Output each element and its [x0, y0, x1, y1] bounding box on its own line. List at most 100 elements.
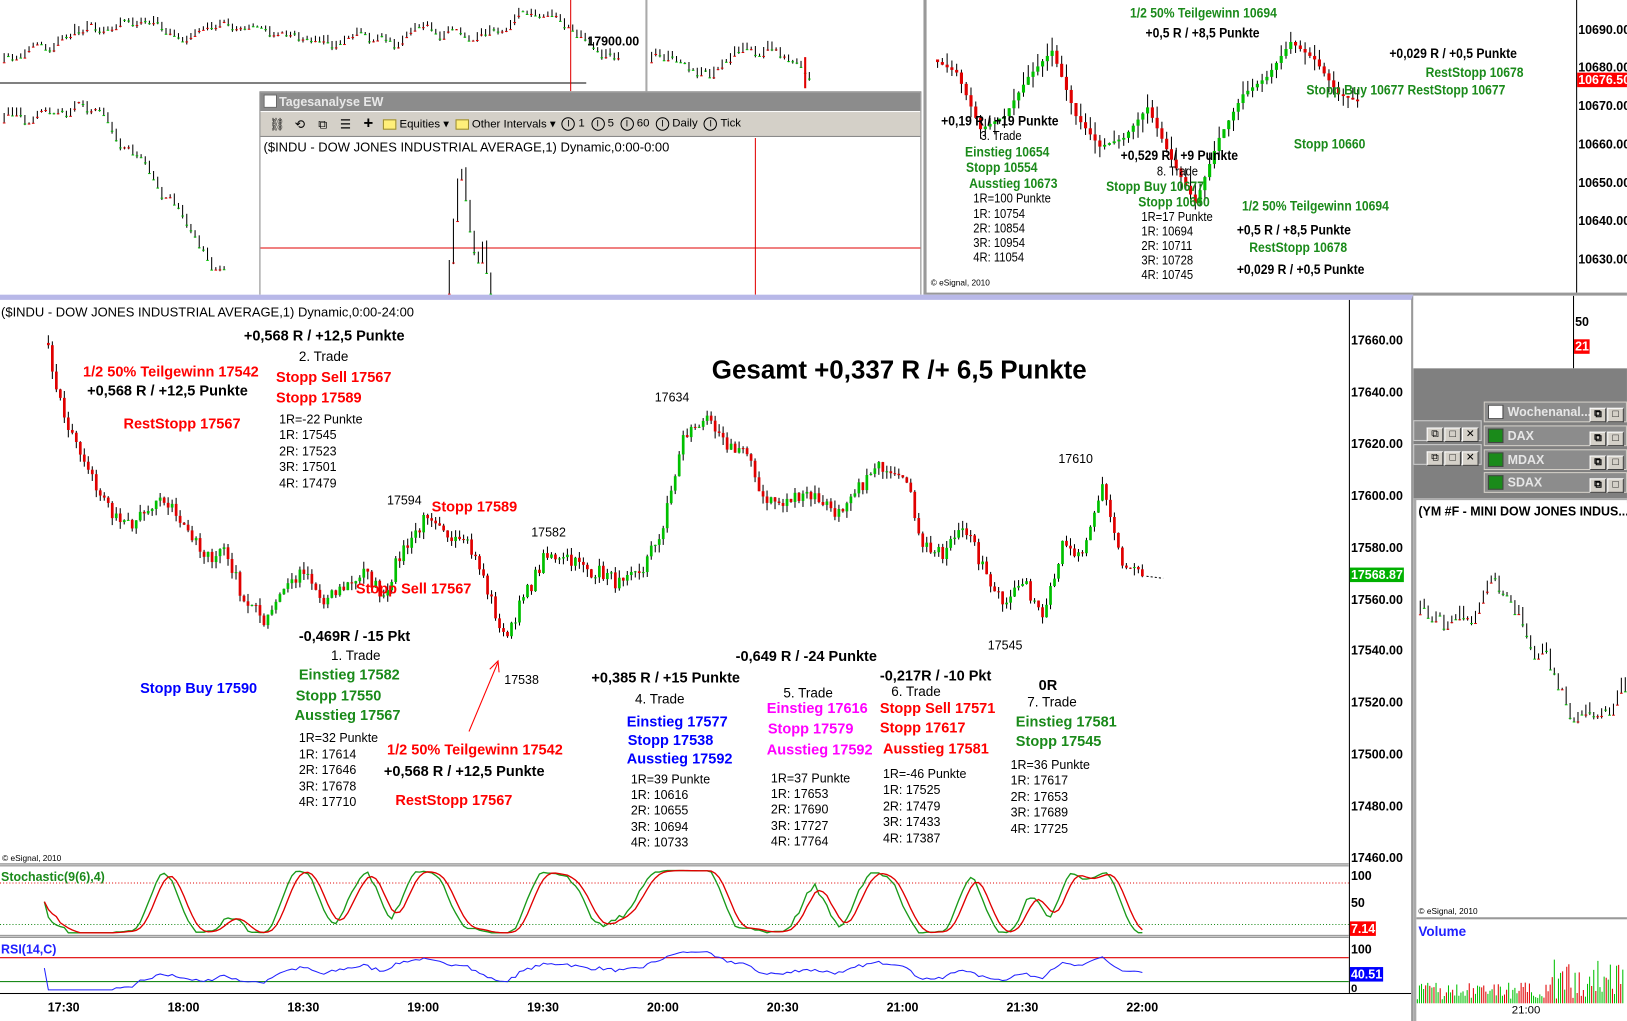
minimized-window[interactable]: ⧉ □ ✕ [1413, 444, 1482, 466]
add-icon[interactable]: + [363, 114, 374, 133]
candle [1117, 139, 1121, 142]
candle [438, 523, 441, 526]
ym-chart-window[interactable]: (YM #F - MINI DOW JONES INDUS... © eSign… [1413, 498, 1627, 1021]
candle [186, 524, 190, 531]
chart-annotation: Stopp 17579 [767, 720, 854, 737]
chart-annotation: Stopp Sell 17567 [355, 580, 472, 597]
maximize-button[interactable]: □ [1607, 478, 1624, 493]
time-axis-line [0, 992, 1412, 995]
tagesanalyse-chart[interactable] [260, 138, 921, 299]
restore-button[interactable]: ⧉ [1426, 427, 1444, 443]
chart-annotation: 1R=32 Punkte [298, 730, 379, 745]
candle [355, 34, 359, 36]
maximize-button[interactable]: □ [1444, 427, 1461, 443]
candle [1341, 94, 1345, 97]
maximize-button[interactable]: □ [1444, 451, 1461, 466]
tab-sdax[interactable]: SDAX ⧉ □ [1483, 472, 1627, 493]
candle [550, 554, 553, 558]
candle [174, 503, 178, 516]
candle [725, 437, 729, 450]
close-button[interactable]: ✕ [1461, 451, 1479, 466]
chart-annotation: 2. Trade [298, 348, 349, 365]
tab-dax[interactable]: DAX ⧉ □ [1483, 425, 1627, 447]
chart-annotation: Gesamt +0,337 R /+ 6,5 Punkte [711, 355, 1087, 385]
interval-daily-button[interactable]: I Daily [655, 117, 698, 131]
candle [1001, 591, 1004, 605]
candle [139, 157, 143, 159]
properties-icon[interactable]: ☰ [339, 116, 352, 132]
chart-annotation: 2R: 17690 [770, 802, 829, 817]
link-icon[interactable]: ⛓ [269, 116, 285, 132]
candle [119, 147, 122, 149]
candle [1146, 107, 1150, 114]
restore-button[interactable]: ⧉ [1589, 431, 1607, 447]
candle [1049, 586, 1052, 605]
rsi-value-badge: 40.51 [1349, 967, 1384, 982]
candle [451, 29, 454, 31]
tab-wochenanalyse[interactable]: Wochenanal... ⧉ □ [1483, 401, 1627, 423]
chart-annotation: RestStopp 10678 [1425, 64, 1524, 80]
top-right-candles [936, 31, 1360, 210]
candle [1270, 69, 1274, 77]
candle [1029, 581, 1032, 601]
candle [85, 29, 89, 31]
candle [289, 35, 292, 37]
main-chart-window[interactable]: ($INDU - DOW JONES INDUSTRIAL AVERAGE,1)… [0, 294, 1414, 1021]
panel-divider[interactable] [0, 863, 1349, 867]
candle [563, 27, 566, 29]
chart-annotation: 3R: 17501 [279, 459, 337, 475]
chart-annotation: Stopp Buy 10677 RestStopp 10677 [1306, 81, 1506, 98]
candle [31, 122, 35, 124]
panel-divider[interactable] [0, 934, 1349, 938]
restore-button[interactable]: ⧉ [1589, 478, 1607, 493]
interval-60-button[interactable]: I 60 [620, 117, 649, 131]
candle [701, 420, 705, 427]
candle [343, 43, 346, 46]
candle [529, 13, 533, 16]
top-middle-chart[interactable] [645, 0, 922, 92]
chart-annotation: 6. Trade [891, 683, 941, 700]
candle [978, 117, 983, 130]
chart-annotation: 1/2 50% Teilgewinn 10694 [1242, 198, 1389, 214]
chart-app-icon [263, 94, 278, 108]
close-button[interactable]: ✕ [1461, 427, 1479, 443]
copy-icon[interactable]: ⧉ [318, 116, 328, 132]
candle [762, 55, 765, 57]
candle [1031, 71, 1035, 77]
restore-button[interactable]: ⧉ [1589, 407, 1607, 423]
restore-button[interactable]: ⧉ [1426, 451, 1444, 466]
top-left-chart[interactable]: 17900.00 [0, 0, 646, 92]
restore-button[interactable]: ⧉ [1589, 455, 1607, 471]
price-axis-line [1348, 299, 1350, 993]
other-intervals-dropdown[interactable]: Other Intervals ▾ [455, 117, 556, 131]
top-left-chart-lower[interactable] [0, 91, 260, 299]
tab-mdax[interactable]: MDAX ⧉ □ [1483, 449, 1627, 471]
maximize-button[interactable]: □ [1607, 455, 1624, 471]
candle [496, 31, 500, 33]
candle [1061, 540, 1064, 564]
top-right-subpanel: 50 21 [1411, 295, 1627, 369]
chart-annotation: Stopp Sell 17571 [879, 699, 996, 716]
top-right-chart-window[interactable]: 1/2 50% Teilgewinn 10694 +0,5 R / +8,5 Pu… [923, 0, 1627, 296]
maximize-button[interactable]: □ [1607, 407, 1624, 423]
candle [989, 574, 992, 587]
candle [673, 476, 677, 491]
minimized-window[interactable]: ⧉ □ ✕ [1413, 420, 1482, 443]
candle [1126, 131, 1131, 138]
tagesanalyse-window[interactable]: Tagesanalyse EW ⛓ ⟲ ⧉ ☰ + Equities ▾ Oth… [259, 91, 922, 299]
candle [745, 49, 749, 51]
equities-dropdown[interactable]: Equities ▾ [382, 117, 449, 131]
candle [777, 501, 781, 503]
window-titlebar[interactable]: Tagesanalyse EW [260, 92, 921, 112]
candle [649, 545, 653, 557]
refresh-icon[interactable]: ⟲ [294, 116, 306, 132]
maximize-button[interactable]: □ [1607, 431, 1624, 447]
interval-tick-button[interactable]: I Tick [703, 117, 741, 131]
chart-annotation: 1R=-46 Punkte [882, 766, 967, 782]
candle [1217, 137, 1221, 151]
chart-annotation: 2R: 17646 [298, 762, 357, 778]
candle [193, 35, 197, 37]
candle [1074, 103, 1078, 117]
